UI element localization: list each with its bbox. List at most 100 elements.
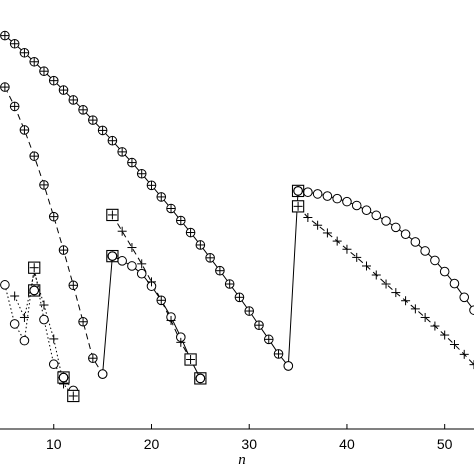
series-1-point <box>146 180 157 191</box>
series-7-point <box>430 255 440 266</box>
series-8-point <box>322 228 332 238</box>
series-1-point <box>224 279 235 289</box>
series-9-point <box>291 184 305 198</box>
series-1-point <box>185 227 196 238</box>
series-8-point <box>459 349 469 359</box>
series-6-point <box>19 312 29 322</box>
x-tick-label: 30 <box>241 436 257 452</box>
series-2-point <box>0 82 10 92</box>
series-10-point <box>184 353 197 366</box>
series-1-point <box>39 66 49 77</box>
series-7-point <box>342 196 352 207</box>
series-10-point <box>291 200 305 213</box>
series-1-point <box>273 349 284 359</box>
series-8-point <box>313 220 323 230</box>
series-1-point <box>117 147 127 157</box>
series-8-point <box>449 339 459 349</box>
series-7-point <box>371 210 382 221</box>
series-8-point <box>401 296 411 306</box>
series-10-point <box>28 261 41 274</box>
series-9-point <box>57 371 70 384</box>
series-7-point <box>312 189 323 199</box>
series-8-point <box>440 330 450 340</box>
series-5-point <box>19 335 30 346</box>
series-8-point <box>381 279 391 289</box>
series-5-point <box>39 314 49 325</box>
series-7-point <box>381 216 391 226</box>
series-1-point <box>195 240 206 250</box>
series-2-point <box>9 101 20 112</box>
series-1-point <box>263 334 274 345</box>
series-2-point <box>48 211 59 222</box>
series-4-point <box>146 277 156 287</box>
series-2-point <box>88 353 98 364</box>
series-8-point <box>342 244 352 254</box>
x-axis-label: n <box>238 452 246 468</box>
series-7-point <box>351 200 362 211</box>
series-8-point <box>430 321 440 331</box>
series-2-line <box>4 86 104 375</box>
series-4-point <box>127 243 137 253</box>
series-6-point <box>10 291 20 301</box>
series-8-point <box>420 312 430 322</box>
series-8-point <box>332 236 342 246</box>
series-1-point <box>244 306 255 316</box>
series-7-point <box>303 187 313 197</box>
series-markers <box>0 30 474 403</box>
series-8-point <box>469 360 474 370</box>
series-1-point <box>215 265 225 276</box>
series-3-point <box>127 261 137 271</box>
series-4-point <box>137 259 147 269</box>
series-1-point <box>9 38 20 49</box>
series-7-point <box>332 193 342 204</box>
series-5-point <box>48 359 59 370</box>
series-1-point <box>127 157 137 168</box>
series-7-point <box>391 222 401 233</box>
series-1-point <box>78 105 88 115</box>
x-tick-label: 40 <box>339 436 355 452</box>
x-tick-label: 10 <box>46 436 62 452</box>
series-7-line <box>287 190 474 366</box>
series-8-point <box>391 288 401 298</box>
series-lines <box>4 35 474 397</box>
x-axis-ticks: 10 20 30 40 50 <box>46 424 453 452</box>
series-1-point <box>166 203 176 214</box>
series-1-point <box>48 75 59 86</box>
series-1-point <box>176 215 186 226</box>
series-8-point <box>410 304 420 314</box>
series-1-point <box>97 125 108 136</box>
series-3-point <box>117 256 127 266</box>
series-3-point <box>136 268 147 279</box>
series-7-point <box>439 266 450 277</box>
series-7-point <box>459 292 470 303</box>
series-1-point <box>19 47 30 58</box>
x-tick-label: 50 <box>437 436 453 452</box>
series-7-point <box>449 278 460 289</box>
series-4-line <box>111 214 192 360</box>
series-8-point <box>352 252 362 262</box>
series-3-point <box>97 369 108 379</box>
series-9-point <box>28 284 41 297</box>
series-7-point <box>469 305 474 315</box>
series-6-point <box>39 300 49 310</box>
series-7-point <box>322 191 333 201</box>
series-2-point <box>29 151 40 161</box>
series-1-point <box>68 95 79 105</box>
series-10-point <box>106 208 119 222</box>
x-tick-label: 20 <box>144 436 160 452</box>
series-1-point <box>205 253 215 263</box>
series-4-point <box>156 295 166 305</box>
series-8-point <box>361 261 371 271</box>
series-7-point <box>420 246 430 256</box>
series-4-point <box>166 315 176 325</box>
series-5-point <box>0 280 10 290</box>
series-2-point <box>39 180 49 190</box>
series-9-point <box>194 372 207 385</box>
series-7-point <box>410 237 421 247</box>
series-1-point <box>156 192 167 202</box>
series-10-point <box>67 389 80 403</box>
series-8-point <box>303 213 313 223</box>
series-2-point <box>19 125 30 135</box>
series-1-point <box>136 168 147 179</box>
